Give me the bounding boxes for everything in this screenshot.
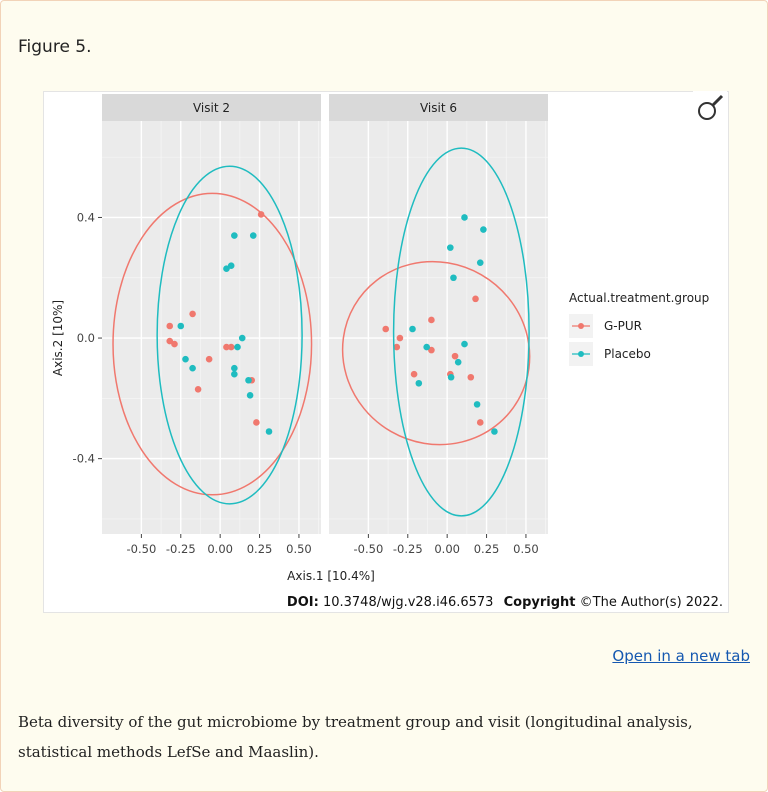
- data-point-placebo: [476, 259, 484, 266]
- x-tick-label: 0.00: [434, 542, 460, 556]
- data-point-g-pur: [227, 343, 235, 351]
- data-point-placebo: [234, 343, 241, 351]
- data-point-placebo: [409, 325, 416, 333]
- data-point-placebo: [461, 214, 468, 221]
- figure-label: Figure 5.: [18, 37, 92, 57]
- data-point-placebo: [245, 376, 252, 384]
- confidence-ellipse-placebo: [392, 147, 530, 517]
- data-point-placebo: [415, 379, 423, 387]
- data-point-placebo: [227, 262, 235, 270]
- data-point-placebo: [447, 244, 454, 251]
- data-point-placebo: [177, 322, 185, 330]
- data-point-g-pur: [467, 373, 475, 381]
- data-point-placebo: [454, 358, 462, 366]
- data-point-g-pur: [451, 352, 459, 360]
- data-point-g-pur: [166, 337, 174, 345]
- data-point-placebo: [223, 265, 230, 273]
- y-tick-label: -0.4: [73, 452, 95, 466]
- data-point-g-pur: [166, 322, 174, 330]
- data-point-placebo: [231, 370, 238, 378]
- confidence-ellipse-placebo: [156, 165, 303, 505]
- svg-text:G-PUR: G-PUR: [604, 319, 642, 333]
- data-point-placebo: [231, 232, 238, 239]
- data-point-placebo: [249, 232, 257, 239]
- panel-strip: [329, 94, 548, 121]
- legend-item-gpur: G-PUR: [569, 314, 642, 338]
- data-point-g-pur: [253, 419, 260, 426]
- panel-title: Visit 6: [420, 101, 457, 115]
- y-tick-label: 0.4: [77, 210, 95, 224]
- data-point-g-pur: [428, 346, 435, 354]
- x-tick-label: -0.50: [127, 542, 157, 556]
- x-tick-label: -0.25: [166, 542, 196, 556]
- data-point-g-pur: [189, 310, 196, 318]
- confidence-ellipse-g-pur: [341, 260, 531, 446]
- data-point-placebo: [491, 428, 498, 435]
- svg-text:Placebo: Placebo: [604, 347, 651, 361]
- legend-title: Actual.treatment.group: [569, 291, 709, 305]
- x-tick-label: 0.50: [513, 542, 539, 556]
- data-point-g-pur: [171, 340, 178, 348]
- x-axis-label: Axis.1 [10.4%]: [287, 569, 375, 583]
- panel-background: [329, 121, 548, 534]
- data-point-g-pur: [472, 295, 479, 303]
- x-tick-label: 0.00: [207, 542, 233, 556]
- data-point-placebo: [447, 373, 455, 381]
- confidence-ellipse-g-pur: [112, 192, 313, 496]
- data-point-placebo: [231, 364, 238, 372]
- data-point-placebo: [182, 355, 189, 363]
- legend-item-placebo: Placebo: [569, 342, 651, 366]
- open-in-new-tab-link[interactable]: Open in a new tab: [612, 647, 750, 665]
- x-tick-label: 0.50: [286, 542, 312, 556]
- beta-diversity-chart: Visit 2 -0.50 -0.25 0.00 0.25 0.50 Visit 6 -0.5…: [51, 91, 727, 610]
- data-point-placebo: [246, 392, 254, 399]
- data-point-g-pur: [223, 343, 230, 351]
- data-point-g-pur: [393, 343, 401, 351]
- data-point-placebo: [473, 401, 481, 408]
- data-point-g-pur: [428, 316, 435, 324]
- data-point-placebo: [189, 364, 196, 372]
- x-tick-label: -0.25: [393, 542, 423, 556]
- panel-background: [102, 121, 321, 534]
- data-point-g-pur: [476, 419, 484, 426]
- data-point-placebo: [450, 274, 457, 282]
- figure-caption: Beta diversity of the gut microbiome by …: [18, 713, 693, 761]
- data-point-g-pur: [382, 325, 390, 333]
- magnifier-icon[interactable]: [693, 91, 727, 123]
- doi-line: DOI: 10.3748/wjg.v28.i46.6573 Copyright …: [287, 595, 723, 610]
- x-tick-label: 0.25: [247, 542, 273, 556]
- data-point-g-pur: [410, 370, 418, 378]
- data-point-placebo: [423, 343, 430, 351]
- x-tick-label: 0.25: [474, 542, 500, 556]
- data-point-g-pur: [396, 334, 404, 342]
- y-tick-label: 0.0: [77, 331, 95, 345]
- data-point-g-pur: [257, 211, 265, 218]
- data-point-g-pur: [205, 355, 213, 363]
- data-point-g-pur: [194, 385, 202, 393]
- data-point-placebo: [238, 334, 246, 342]
- x-tick-label: -0.50: [354, 542, 384, 556]
- panel-title: Visit 2: [193, 101, 230, 115]
- data-point-placebo: [461, 340, 468, 348]
- panel-strip: [102, 94, 321, 121]
- y-axis-label: Axis.2 [10%]: [51, 300, 65, 376]
- data-point-placebo: [265, 428, 273, 435]
- data-point-placebo: [480, 226, 487, 233]
